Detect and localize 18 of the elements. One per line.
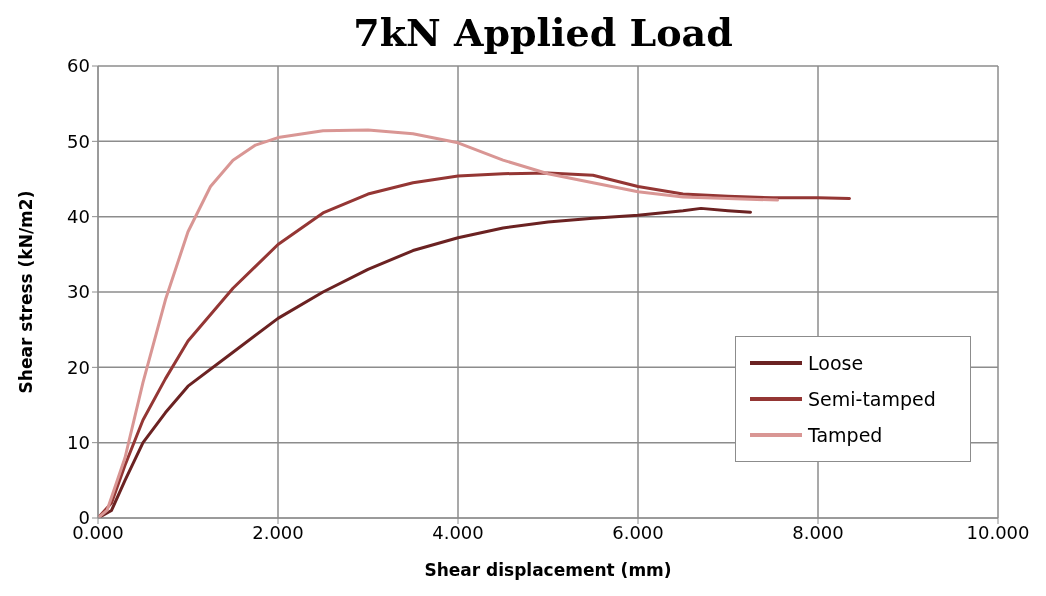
x-tick-label: 4.000 xyxy=(432,521,484,543)
legend-label: Loose xyxy=(808,351,864,376)
x-tick-label: 6.000 xyxy=(612,521,664,543)
x-axis-title: Shear displacement (mm) xyxy=(424,560,672,580)
x-tick-label: 2.000 xyxy=(252,521,304,543)
y-tick-label: 60 xyxy=(67,55,90,77)
y-tick-label: 40 xyxy=(67,206,90,228)
y-tick-label: 50 xyxy=(67,130,90,152)
chart-title: 7kN Applied Load xyxy=(353,10,733,55)
y-tick-label: 30 xyxy=(67,281,90,303)
x-tick-label: 8.000 xyxy=(792,521,844,543)
y-tick-label: 10 xyxy=(67,432,90,454)
line-series xyxy=(98,128,779,518)
y-tick-label: 20 xyxy=(67,356,90,378)
legend-label: Semi-tamped xyxy=(808,387,936,412)
y-axis-title: Shear stress (kN/m2) xyxy=(16,190,37,394)
legend-label: Tamped xyxy=(808,423,883,448)
x-tick-label: 10.000 xyxy=(966,521,1030,543)
